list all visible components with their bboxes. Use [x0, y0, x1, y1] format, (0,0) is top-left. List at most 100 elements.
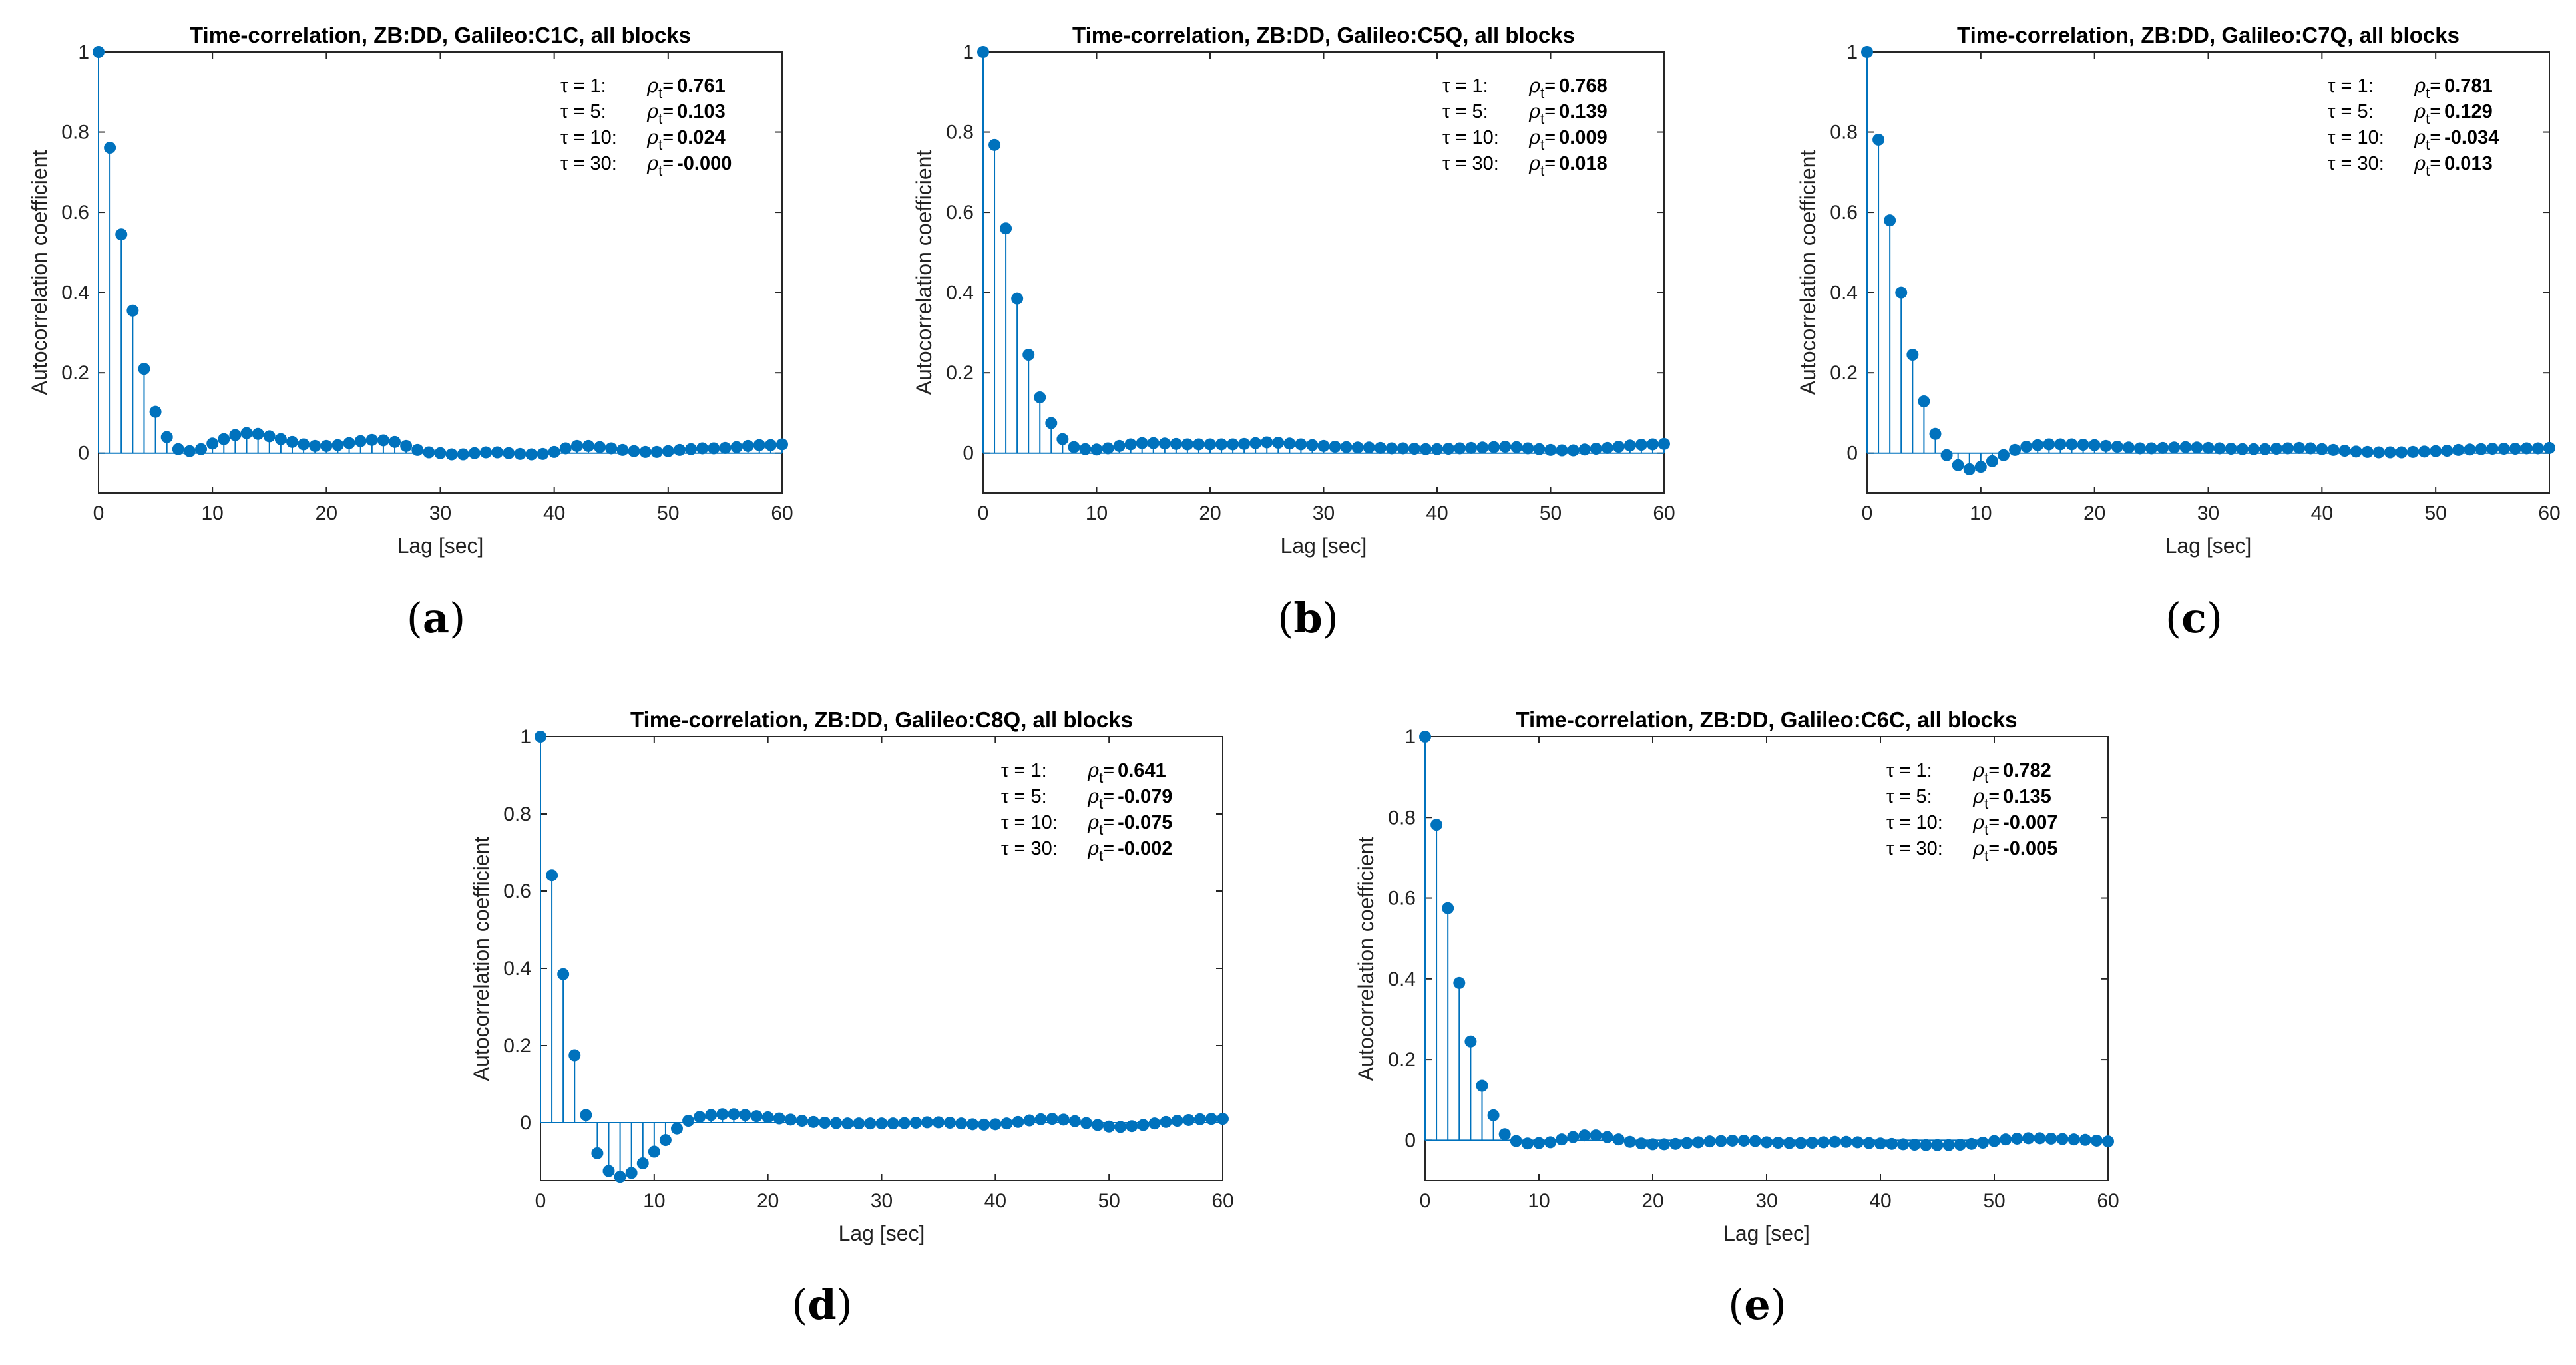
- data-point: [1692, 1136, 1705, 1149]
- data-point: [570, 439, 583, 452]
- data-point: [1795, 1137, 1807, 1149]
- data-point: [457, 448, 469, 461]
- annotation-row: τ = 10: ρt= 0.024: [560, 126, 726, 153]
- data-point: [864, 1117, 877, 1130]
- annotation-rho-sub: t: [1540, 136, 1544, 153]
- data-point: [1772, 1137, 1785, 1149]
- data-point: [2407, 445, 2419, 458]
- data-point: [149, 405, 162, 418]
- data-point: [309, 439, 322, 452]
- chart-title: Time-correlation, ZB:DD, Galileo:C7Q, al…: [1957, 23, 2460, 47]
- data-point: [708, 442, 720, 455]
- data-point: [263, 430, 276, 443]
- y-tick-label: 0: [78, 443, 89, 465]
- x-tick-label: 0: [978, 502, 989, 524]
- data-point: [2497, 443, 2510, 455]
- annotation-value: 0.018: [1559, 153, 1608, 174]
- data-point: [1976, 1137, 1989, 1149]
- y-tick-label: 0.6: [946, 202, 974, 224]
- annotation-rho-sub: t: [658, 110, 662, 127]
- data-point: [2486, 443, 2499, 455]
- y-tick-label: 0.2: [503, 1035, 531, 1057]
- data-point: [1895, 286, 1908, 299]
- data-point: [377, 434, 389, 447]
- x-tick-label: 10: [201, 502, 223, 524]
- data-point: [1317, 439, 1330, 452]
- panel-caption-letter: a: [423, 594, 449, 642]
- data-point: [1068, 1115, 1081, 1127]
- annotation-tau: τ = 5:: [1442, 101, 1488, 122]
- annotation-eq: =: [662, 101, 674, 122]
- x-tick-label: 10: [643, 1190, 665, 1212]
- data-point: [1171, 1115, 1183, 1127]
- annotation-value: 0.139: [1559, 101, 1608, 122]
- data-point: [195, 443, 208, 455]
- annotation-eq: =: [2430, 101, 2441, 122]
- data-point: [514, 447, 527, 460]
- x-tick-label: 40: [1426, 502, 1448, 524]
- data-point: [685, 443, 698, 455]
- x-tick-label: 60: [2538, 502, 2560, 524]
- data-point: [1182, 1113, 1195, 1126]
- chart-panel-e: Time-correlation, ZB:DD, Galileo:C6C, al…: [1354, 707, 2119, 1245]
- x-tick-label: 20: [1199, 502, 1221, 524]
- data-point: [1828, 1135, 1841, 1148]
- data-point: [2168, 441, 2181, 454]
- y-tick-label: 0.4: [61, 282, 89, 304]
- x-tick-label: 20: [757, 1190, 779, 1212]
- annotation-row: τ = 5: ρt= 0.129: [2328, 100, 2493, 127]
- annotation-tau: τ = 30:: [1001, 838, 1058, 859]
- data-point: [1658, 437, 1670, 450]
- data-point: [694, 1111, 706, 1123]
- data-point: [1623, 1135, 1636, 1148]
- data-point: [1986, 455, 1998, 467]
- x-tick-label: 40: [1869, 1190, 1891, 1212]
- data-point: [830, 1117, 843, 1129]
- data-point: [1476, 441, 1489, 454]
- data-point: [659, 1134, 672, 1147]
- data-point: [1238, 437, 1251, 450]
- annotation-rho: ρ: [1972, 837, 1984, 859]
- y-tick-label: 1: [1404, 726, 1416, 748]
- annotation-eq: =: [1103, 838, 1114, 859]
- data-point: [616, 443, 629, 456]
- annotation-row: τ = 1: ρt= 0.781: [2328, 74, 2493, 101]
- annotation-value: -0.075: [1118, 812, 1172, 833]
- annotation-value: 0.024: [677, 127, 726, 148]
- data-point: [2000, 1133, 2012, 1146]
- annotation-value: -0.079: [1118, 786, 1172, 807]
- data-point: [1295, 438, 1307, 451]
- annotation-eq: =: [662, 75, 674, 97]
- data-point: [240, 427, 253, 439]
- annotation-rho: ρ: [1087, 811, 1099, 833]
- annotation-value: 0.135: [2003, 786, 2051, 807]
- annotation-eq: =: [1988, 760, 2000, 781]
- data-point: [172, 443, 184, 455]
- data-point: [1419, 731, 1431, 743]
- data-point: [160, 431, 173, 443]
- annotation-tau: τ = 5:: [1001, 786, 1047, 807]
- data-point: [1192, 438, 1205, 451]
- annotation-rho-sub: t: [2426, 136, 2430, 153]
- data-point: [411, 443, 424, 456]
- data-point: [853, 1117, 865, 1130]
- data-point: [548, 445, 560, 458]
- data-point: [1092, 1119, 1104, 1131]
- data-point: [1851, 1136, 1864, 1149]
- annotation-eq: =: [662, 153, 674, 174]
- data-point: [491, 446, 504, 459]
- x-tick-label: 0: [93, 502, 105, 524]
- chart-panel-a: Time-correlation, ZB:DD, Galileo:C1C, al…: [27, 23, 793, 558]
- data-point: [1533, 1137, 1545, 1149]
- annotation-rho: ρ: [2414, 100, 2426, 122]
- x-tick-label: 30: [871, 1190, 893, 1212]
- annotation-rho-sub: t: [1099, 847, 1103, 864]
- annotation-rho: ρ: [1087, 759, 1099, 781]
- data-point: [1261, 436, 1273, 449]
- data-point: [1567, 1131, 1580, 1143]
- data-point: [1998, 449, 2010, 461]
- annotation-row: τ = 1: ρt= 0.641: [1001, 759, 1166, 786]
- chart-panel-c: Time-correlation, ZB:DD, Galileo:C7Q, al…: [1796, 23, 2561, 558]
- chart-title: Time-correlation, ZB:DD, Galileo:C6C, al…: [1516, 707, 2017, 732]
- data-point: [628, 445, 640, 457]
